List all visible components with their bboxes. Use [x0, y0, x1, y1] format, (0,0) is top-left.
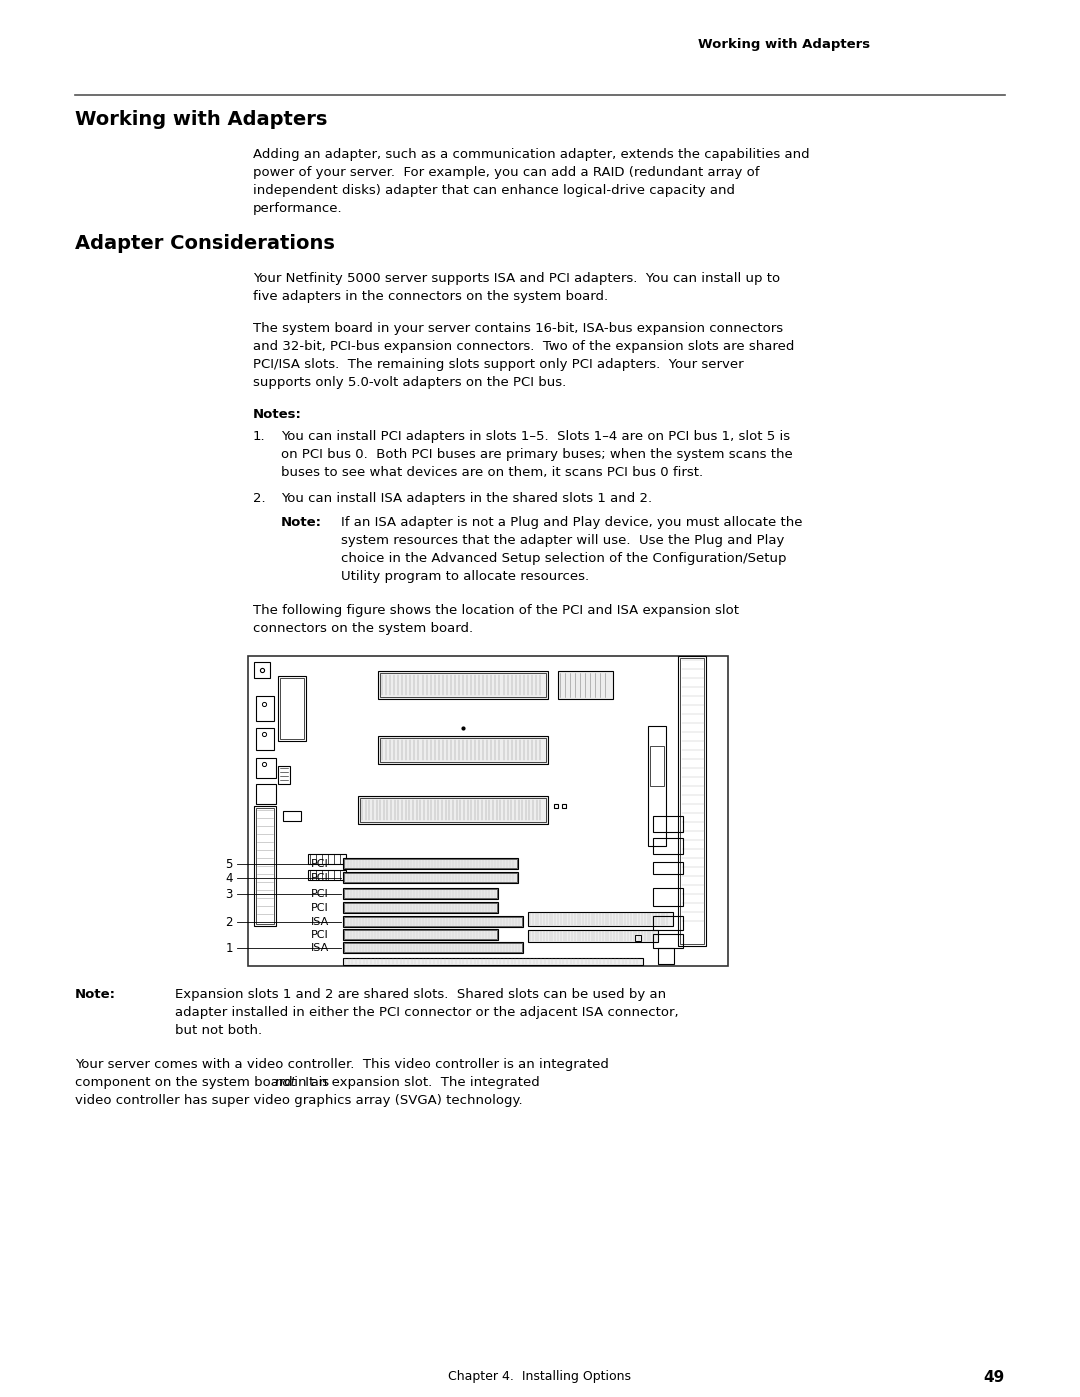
Text: Your server comes with a video controller.  This video controller is an integrat: Your server comes with a video controlle…: [75, 1058, 609, 1071]
Text: choice in the Advanced Setup selection of the Configuration/Setup: choice in the Advanced Setup selection o…: [341, 552, 786, 564]
Text: power of your server.  For example, you can add a RAID (redundant array of: power of your server. For example, you c…: [253, 166, 759, 179]
Text: component on the system board.  It is: component on the system board. It is: [75, 1076, 334, 1090]
Bar: [558, 671, 613, 698]
Bar: [378, 736, 548, 764]
Bar: [343, 858, 518, 869]
Bar: [343, 942, 523, 953]
Text: ISA: ISA: [311, 916, 329, 928]
Text: five adapters in the connectors on the system board.: five adapters in the connectors on the s…: [253, 291, 608, 303]
Bar: [378, 671, 548, 698]
Text: 1.: 1.: [253, 430, 266, 443]
Text: supports only 5.0-volt adapters on the PCI bus.: supports only 5.0-volt adapters on the P…: [253, 376, 566, 388]
Text: The following figure shows the location of the PCI and ISA expansion slot: The following figure shows the location …: [253, 604, 739, 617]
Bar: [256, 696, 274, 721]
Bar: [283, 812, 301, 821]
Text: 4: 4: [226, 872, 233, 884]
Text: PCI: PCI: [311, 902, 328, 914]
Text: on PCI bus 0.  Both PCI buses are primary buses; when the system scans the: on PCI bus 0. Both PCI buses are primary…: [281, 448, 793, 461]
Text: adapter installed in either the PCI connector or the adjacent ISA connector,: adapter installed in either the PCI conn…: [175, 1006, 678, 1018]
Text: PCI: PCI: [311, 888, 328, 900]
Bar: [254, 662, 270, 678]
Text: PCI: PCI: [311, 873, 328, 883]
Text: If an ISA adapter is not a Plug and Play device, you must allocate the: If an ISA adapter is not a Plug and Play…: [341, 515, 802, 529]
Bar: [680, 658, 704, 944]
Bar: [343, 929, 498, 940]
Text: You can install ISA adapters in the shared slots 1 and 2.: You can install ISA adapters in the shar…: [281, 492, 652, 504]
Bar: [648, 726, 666, 847]
Bar: [653, 888, 683, 907]
Text: Working with Adapters: Working with Adapters: [75, 110, 327, 129]
Text: connectors on the system board.: connectors on the system board.: [253, 622, 473, 636]
Bar: [345, 859, 517, 868]
Bar: [343, 958, 643, 965]
Text: 49: 49: [984, 1370, 1005, 1384]
Bar: [653, 916, 683, 930]
Bar: [256, 759, 276, 778]
Bar: [528, 930, 658, 942]
Bar: [653, 838, 683, 854]
Text: You can install PCI adapters in slots 1–5.  Slots 1–4 are on PCI bus 1, slot 5 i: You can install PCI adapters in slots 1–…: [281, 430, 791, 443]
Bar: [380, 673, 546, 697]
Bar: [280, 678, 303, 739]
Bar: [343, 888, 498, 900]
Text: and 32-bit, PCI-bus expansion connectors.  Two of the expansion slots are shared: and 32-bit, PCI-bus expansion connectors…: [253, 339, 795, 353]
Bar: [345, 902, 497, 912]
Bar: [678, 657, 706, 946]
Bar: [345, 888, 497, 898]
Text: Note:: Note:: [281, 515, 322, 529]
Text: buses to see what devices are on them, it scans PCI bus 0 first.: buses to see what devices are on them, i…: [281, 467, 703, 479]
Text: ISA: ISA: [311, 943, 329, 953]
Text: in an expansion slot.  The integrated: in an expansion slot. The integrated: [291, 1076, 540, 1090]
Bar: [278, 676, 306, 740]
Text: 3: 3: [226, 887, 233, 901]
Bar: [653, 862, 683, 875]
Bar: [360, 798, 546, 821]
Bar: [653, 816, 683, 833]
Text: PCI: PCI: [311, 930, 328, 940]
Bar: [343, 902, 498, 914]
Bar: [256, 807, 274, 923]
Bar: [357, 796, 548, 824]
Bar: [308, 854, 346, 863]
Text: Expansion slots 1 and 2 are shared slots.  Shared slots can be used by an: Expansion slots 1 and 2 are shared slots…: [175, 988, 666, 1002]
Text: 5: 5: [226, 858, 233, 870]
Text: performance.: performance.: [253, 203, 342, 215]
Text: Notes:: Notes:: [253, 408, 302, 420]
Text: 2.: 2.: [253, 492, 266, 504]
Text: The system board in your server contains 16-bit, ISA-bus expansion connectors: The system board in your server contains…: [253, 321, 783, 335]
Bar: [653, 935, 683, 949]
Bar: [650, 746, 664, 787]
Text: PCI: PCI: [311, 859, 328, 869]
Text: system resources that the adapter will use.  Use the Plug and Play: system resources that the adapter will u…: [341, 534, 784, 548]
Text: Utility program to allocate resources.: Utility program to allocate resources.: [341, 570, 589, 583]
Bar: [528, 912, 673, 926]
Text: Your Netfinity 5000 server supports ISA and PCI adapters.  You can install up to: Your Netfinity 5000 server supports ISA …: [253, 272, 780, 285]
Bar: [658, 949, 674, 964]
Bar: [256, 784, 276, 805]
Bar: [256, 728, 274, 750]
Bar: [308, 870, 346, 880]
Bar: [254, 806, 276, 926]
Text: not: not: [274, 1076, 296, 1090]
Bar: [248, 657, 728, 965]
Bar: [380, 738, 546, 761]
Text: Adding an adapter, such as a communication adapter, extends the capabilities and: Adding an adapter, such as a communicati…: [253, 148, 810, 161]
Text: Note:: Note:: [75, 988, 116, 1002]
Bar: [345, 943, 522, 951]
Bar: [345, 873, 517, 882]
Text: Working with Adapters: Working with Adapters: [698, 38, 870, 52]
Bar: [343, 872, 518, 883]
Text: but not both.: but not both.: [175, 1024, 262, 1037]
Bar: [343, 916, 523, 928]
Text: 1: 1: [226, 942, 233, 954]
Text: PCI/ISA slots.  The remaining slots support only PCI adapters.  Your server: PCI/ISA slots. The remaining slots suppo…: [253, 358, 744, 372]
Text: video controller has super video graphics array (SVGA) technology.: video controller has super video graphic…: [75, 1094, 523, 1106]
Text: 2: 2: [226, 915, 233, 929]
Bar: [278, 766, 291, 784]
Text: independent disks) adapter that can enhance logical-drive capacity and: independent disks) adapter that can enha…: [253, 184, 735, 197]
Text: Adapter Considerations: Adapter Considerations: [75, 235, 335, 253]
Text: Chapter 4.  Installing Options: Chapter 4. Installing Options: [448, 1370, 632, 1383]
Bar: [345, 930, 497, 939]
Bar: [345, 916, 522, 926]
